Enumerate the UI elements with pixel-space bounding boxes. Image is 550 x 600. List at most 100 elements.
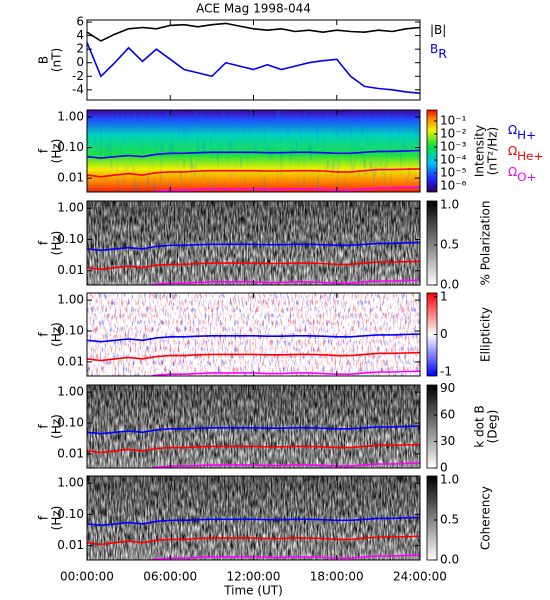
y-tick-label: 0.01 [57,446,84,460]
y-tick-label: 0.01 [57,538,84,552]
colorbar-tick-label: 10⁻⁴ [440,153,467,167]
y-tick-label: 0.01 [57,354,84,368]
panel: 10⁻¹10⁻²10⁻³10⁻⁴10⁻⁵10⁻⁶ Intensity (nT²/Hz… [37,109,500,193]
x-tick-label: 18:00:00 [310,570,364,584]
colorbar [426,475,438,561]
colorbar-tick-label: 90 [440,381,455,395]
legend-entry: BR [430,42,447,61]
colorbar [426,109,438,193]
legend-entry: |B| [430,23,446,37]
colorbar-label: Ellipticity [479,307,493,362]
colorbar-tick-label: 10⁻⁶ [440,179,467,193]
colorbar-label: % Polarization [479,201,493,286]
data-line [87,425,420,435]
y-tick-label: 1.00 [57,110,84,124]
y-tick-label: -4 [72,82,84,96]
legend-entry: ΩHe+ [508,144,543,163]
colorbar-label: (Deg) [486,410,500,444]
y-axis-label: f [37,424,51,429]
data-line [87,168,420,178]
spectrogram-image [87,201,420,285]
x-tick-label: 24:00:00 [393,570,447,584]
y-tick-label: 0.10 [57,507,84,521]
data-line [87,333,420,343]
x-tick-label: 00:00:00 [60,570,114,584]
legend-subscript: R [438,46,447,61]
panel: -1 0 1 Ellipticity 1.00 0.10 0.01 f (Hz) [37,289,493,378]
texture [87,385,420,468]
y-axis-label: (Hz) [50,231,64,256]
y-tick-label: 1.00 [57,201,84,215]
y-axis-label: f [37,148,51,153]
data-line [87,149,420,159]
y-axis-label: f [37,240,51,245]
colorbar-tick-label: 60 [440,408,455,422]
texture [87,293,420,376]
data-line [87,241,420,252]
y-axis-label: B [37,56,51,64]
colorbar-tick-label: 0 [440,461,448,475]
y-axis-label: (Hz) [50,414,64,439]
colorbar-tick-label: 0.5 [440,513,459,527]
x-tick-label: 06:00:00 [143,570,197,584]
y-tick-label: 0.10 [57,324,84,338]
y-tick-label: 4 [76,28,84,42]
colorbar-label: (nT²/Hz) [486,127,500,175]
y-axis-label: (nT) [50,48,64,72]
y-axis-label: f [37,332,51,337]
panel: 0 30 60 90 k dot B (Deg) 1.00 0.10 0.01 f (Hz) [37,381,500,474]
data-line [87,443,420,454]
spectrogram-image [87,476,420,560]
data-line [87,351,420,362]
data-line [87,260,420,271]
colorbar-tick-label: 0 [440,327,448,341]
colorbar-tick-label: 0.0 [440,278,459,292]
y-axis-label: (Hz) [50,139,64,164]
y-axis-label: f [37,515,51,520]
colorbar-label: Coherency [479,486,493,550]
legend-subscript: H+ [517,128,536,142]
lines [87,22,420,94]
y-tick-label: 0.01 [57,171,84,185]
colorbar-tick-label: 1.0 [440,473,459,487]
legend-subscript: O+ [517,170,536,184]
texture [87,476,420,560]
spectrogram-image [87,110,420,192]
colorbar-tick-label: 10⁻² [440,127,467,141]
y-tick-label: 6 [76,15,84,29]
y-axis-label: (Hz) [50,322,64,347]
y-tick-label: 0.10 [57,140,84,154]
data-line [87,22,420,42]
chart-title: ACE Mag 1998-044 [196,2,311,16]
legend-name: Ω [508,165,517,179]
panel: 0.0 0.5 1.0 % Polarization 1.00 0.10 0.01 f (Hz) [37,198,493,292]
y-tick-label: 0.10 [57,416,84,430]
y-tick-label: 0.10 [57,232,84,246]
texture [87,201,420,285]
panel: 0.0 0.5 1.0 Coherency 1.00 0.10 0.01 00:00:00 06… [37,473,493,598]
y-tick-label: 0 [76,55,84,69]
data-line [87,535,420,546]
legend-name: Ω [508,144,517,158]
x-tick-label: 12:00:00 [227,570,281,584]
colorbar-tick-label: 10⁻¹ [440,113,467,127]
y-tick-label: 0.01 [57,263,84,277]
y-tick-label: 1.00 [57,476,84,490]
texture [87,110,420,192]
colorbar [426,200,438,286]
legend-name: |B| [430,23,446,37]
legend-name: B [430,42,438,56]
colorbar-label: k dot B [473,405,487,447]
legend-entry: ΩH+ [508,123,536,142]
data-line [87,42,420,94]
data-line [87,516,420,527]
colorbar-tick-label: 0.0 [440,553,459,567]
y-tick-label: 1.00 [57,385,84,399]
colorbar-tick-label: 1.0 [440,198,459,212]
legend-entry: ΩO+ [508,165,537,184]
spectrogram-image [87,293,420,376]
y-tick-label: 1.00 [57,293,84,307]
colorbar-tick-label: 0.5 [440,238,459,252]
